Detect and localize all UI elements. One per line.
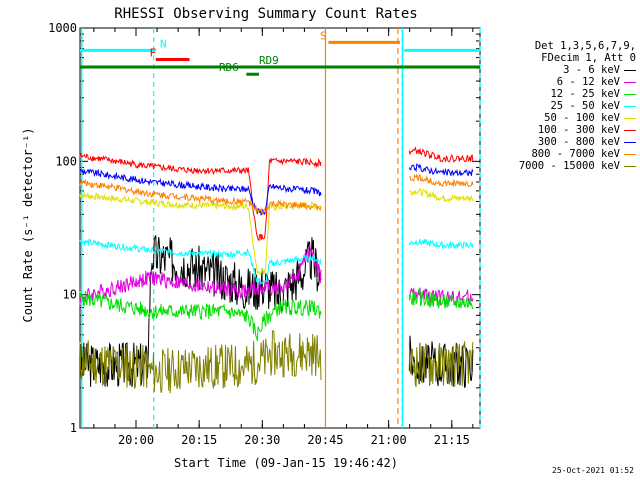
legend-entry: 300 - 800 keV [484, 136, 636, 148]
series-line-25-50-kev [408, 238, 474, 250]
flag-label-n: N [160, 37, 167, 50]
legend-swatch [624, 153, 636, 155]
x-axis-label: Start Time (09-Jan-15 19:46:42) [174, 456, 398, 470]
legend-header-decimation: FDecim 1, Att 0 [541, 52, 636, 64]
legend-entry-label: 25 - 50 keV [550, 100, 620, 112]
series-line-800-7000-kev [79, 179, 322, 216]
chart-title: RHESSI Observing Summary Count Rates [114, 6, 417, 22]
y-tick-label: 10 [63, 288, 77, 302]
legend-entry: 6 - 12 keV [484, 76, 636, 88]
y-axis-label: Count Rate (s⁻¹ detector⁻¹) [21, 127, 35, 322]
x-tick-label: 21:15 [434, 433, 470, 447]
legend-entry-label: 300 - 800 keV [537, 136, 620, 148]
series-line-7000-15000-kev [79, 330, 322, 394]
legend-entry: 800 - 7000 keV [484, 148, 636, 160]
series-line-12-25-kev [79, 290, 322, 342]
timestamp: 25-Oct-2021 01:52 [552, 466, 634, 475]
y-tick-label: 100 [55, 154, 77, 168]
legend: Det 1,3,5,6,7,9, FDecim 1, Att 0 3 - 6 k… [484, 40, 636, 172]
series-line-50-100-kev [79, 190, 322, 276]
legend-header-detectors: Det 1,3,5,6,7,9, [534, 40, 636, 52]
legend-entry: 12 - 25 keV [484, 88, 636, 100]
x-tick-label: 20:30 [244, 433, 280, 447]
series-line-6-12-kev [79, 243, 322, 305]
y-tick-label: 1000 [48, 21, 77, 35]
legend-swatch [624, 117, 636, 119]
legend-entry-label: 7000 - 15000 keV [518, 160, 620, 172]
legend-entry-label: 3 - 6 keV [563, 64, 620, 76]
flag-label-s: S [320, 29, 327, 42]
flag-label-rd9: RD9 [259, 54, 279, 67]
series-line-300-800-kev [79, 168, 322, 217]
x-tick-label: 21:00 [371, 433, 407, 447]
plot-layer: 1 10 100 1000 20:00 20:15 20:30 20:45 21:00 21:15… [48, 21, 481, 447]
x-tick-label: 20:15 [181, 433, 217, 447]
legend-swatch [624, 69, 636, 71]
series-line-300-800-kev [408, 162, 474, 177]
legend-swatch [624, 129, 636, 131]
legend-entry-label: 6 - 12 keV [556, 76, 620, 88]
legend-entry: 50 - 100 keV [484, 112, 636, 124]
series-line-7000-15000-kev [408, 341, 474, 387]
legend-entry-label: 50 - 100 keV [544, 112, 620, 124]
series-line-50-100-kev [408, 187, 474, 203]
series-line-25-50-kev [79, 238, 322, 285]
legend-swatch [624, 81, 636, 83]
legend-entry: 7000 - 15000 keV [484, 160, 636, 172]
legend-entry: 25 - 50 keV [484, 100, 636, 112]
legend-swatch [624, 165, 636, 167]
x-tick-label: 20:45 [307, 433, 343, 447]
legend-swatch [624, 141, 636, 143]
flag-label-f: F [149, 47, 156, 60]
legend-entry-label: 12 - 25 keV [550, 88, 620, 100]
y-tick-label: 1 [70, 421, 77, 435]
series-line-12-25-kev [408, 288, 474, 310]
flag-label-rd6: RD6 [219, 61, 239, 74]
series-line-100-300-kev [408, 146, 474, 163]
series-line-800-7000-kev [408, 173, 474, 188]
series-line-100-300-kev [79, 153, 322, 242]
legend-swatch [624, 105, 636, 107]
x-tick-label: 20:00 [118, 433, 154, 447]
legend-entry-label: 100 - 300 keV [537, 124, 620, 136]
legend-entry-label: 800 - 7000 keV [531, 148, 620, 160]
legend-entry: 3 - 6 keV [484, 64, 636, 76]
legend-entry: 100 - 300 keV [484, 124, 636, 136]
legend-swatch [624, 93, 636, 95]
